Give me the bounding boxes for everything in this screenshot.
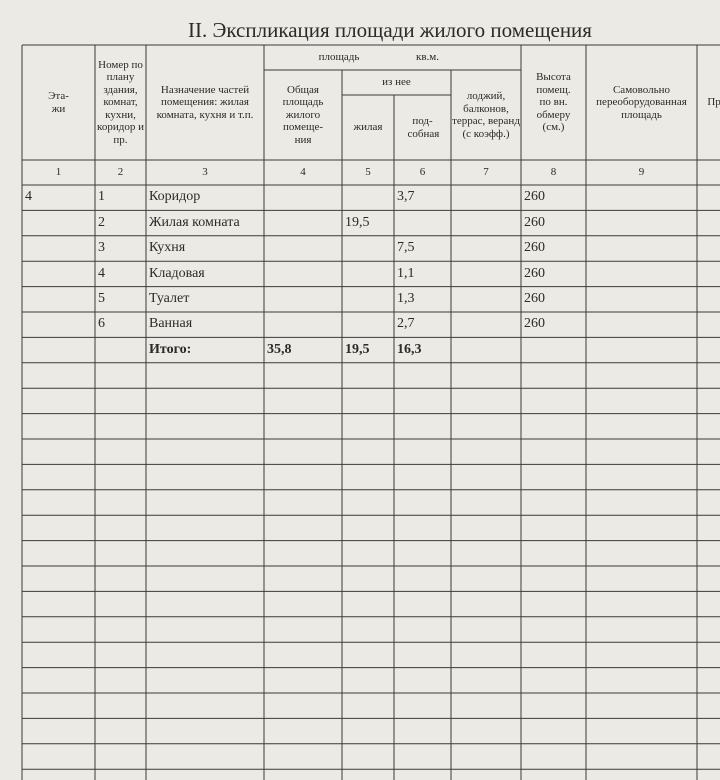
table-cell: 4 <box>98 265 105 281</box>
table-cell: Коридор <box>149 189 201 205</box>
table-cell: 5 <box>98 291 105 307</box>
table-cell: 260 <box>524 214 545 230</box>
table-cell: Кухня <box>149 240 186 256</box>
total-cell: Итого: <box>149 341 192 357</box>
column-number: 2 <box>117 166 124 179</box>
header-cell: Общая площадь жилого помеще-ния <box>282 83 324 146</box>
table-cell: 1 <box>98 189 105 205</box>
column-number: 7 <box>483 166 489 179</box>
table-cell: 6 <box>98 316 105 332</box>
header-cell: кв.м. <box>416 51 439 64</box>
total-cell: 19,5 <box>345 341 370 357</box>
table-cell: 260 <box>524 240 545 256</box>
total-cell: 16,3 <box>397 341 422 357</box>
table-cell: 2,7 <box>397 316 415 332</box>
header-cell: из нее <box>382 76 411 89</box>
column-number: 8 <box>550 166 557 179</box>
table-cell: Ванная <box>149 316 193 332</box>
table-cell: 260 <box>524 265 545 281</box>
table-cell: 7,5 <box>397 240 415 256</box>
header-cell: Номер по плану здания, комнат, кухни, ко… <box>97 58 144 146</box>
header-cell: Высота помещ. по вн. обмеру (см.) <box>536 71 571 134</box>
header-cell: под-собная <box>407 115 440 140</box>
column-number: 4 <box>300 166 306 179</box>
title: II. Экспликация площади жилого помещения <box>188 18 592 42</box>
table-cell: 260 <box>524 189 545 205</box>
table-cell: Туалет <box>149 291 190 307</box>
column-number: 1 <box>55 166 62 179</box>
column-number: 3 <box>202 166 208 179</box>
header-cell: жилая <box>353 121 383 134</box>
table-cell: 19,5 <box>345 214 370 230</box>
header-cell: Эта-жи <box>48 90 69 115</box>
table-cell: 2 <box>98 214 105 230</box>
table-cell: 1,3 <box>397 291 415 307</box>
column-number: 6 <box>419 166 426 179</box>
total-cell: 35,8 <box>267 341 292 357</box>
header-cell: Назначение частей помещения: жилая комна… <box>156 83 254 121</box>
table-cell: 4 <box>25 189 32 205</box>
header-cell: площадь <box>318 51 360 64</box>
table-cell: 260 <box>524 291 545 307</box>
table-cell: 3,7 <box>397 189 415 205</box>
header-cell: лоджий, балконов, террас, веранд (с коэф… <box>452 90 520 140</box>
column-number: 9 <box>638 166 645 179</box>
table-cell: 1,1 <box>397 265 415 281</box>
table-cell: 260 <box>524 316 545 332</box>
table-cell: Жилая комната <box>149 214 240 230</box>
table-cell: 3 <box>98 240 105 256</box>
header-cell: При <box>707 96 720 109</box>
header-cell: Самовольно переоборудованная площадь <box>596 83 687 121</box>
table-cell: Кладовая <box>149 265 205 281</box>
column-number: 5 <box>365 166 371 179</box>
